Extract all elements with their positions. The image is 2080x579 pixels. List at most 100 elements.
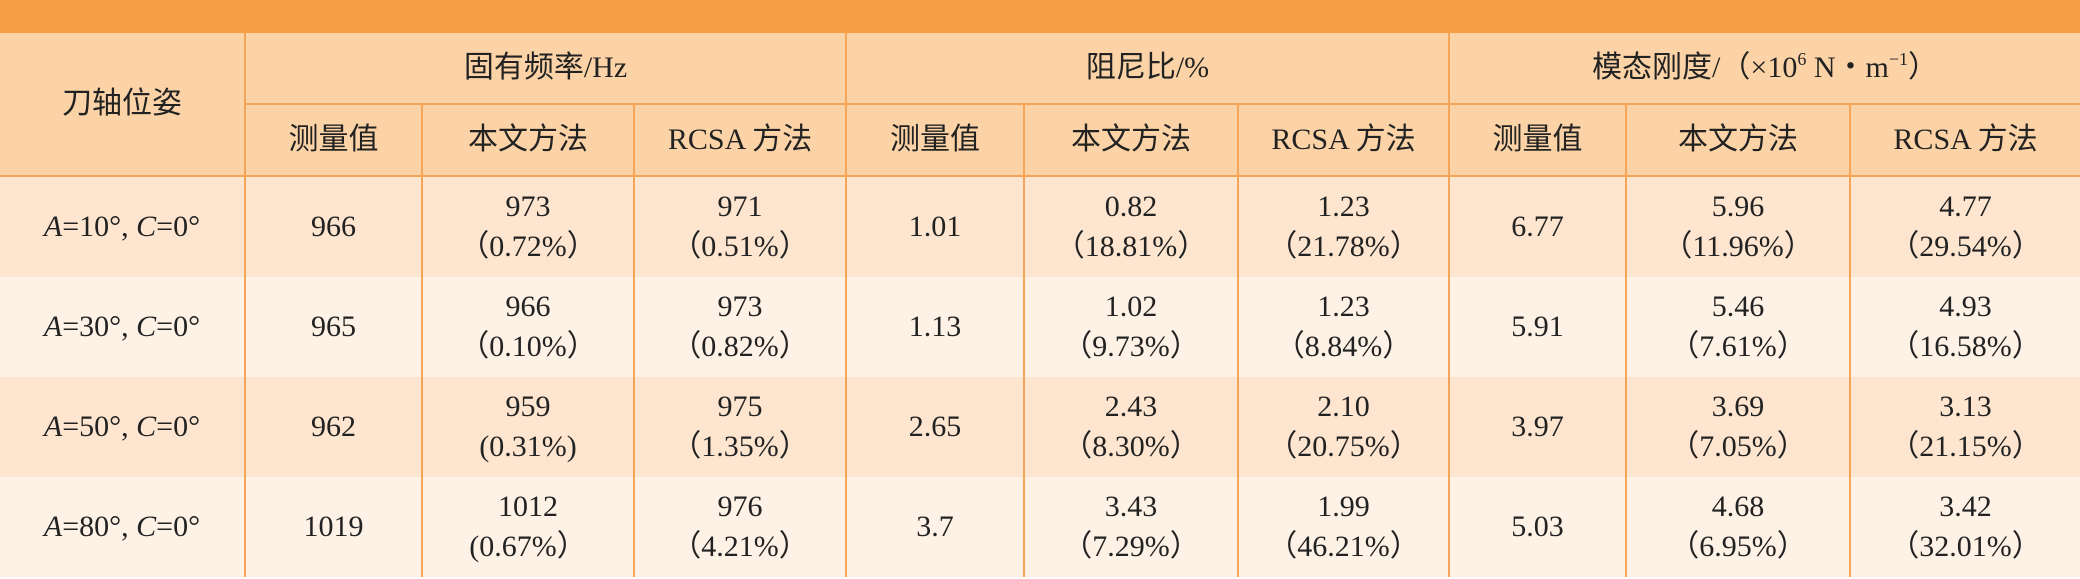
column-header: RCSA 方法: [1849, 104, 2080, 177]
label-part: =0°: [156, 210, 201, 243]
cell-value: 1.23: [1317, 190, 1370, 223]
data-cell: 1.13: [845, 277, 1025, 377]
superscript: 6: [1797, 49, 1807, 69]
label-part: A: [43, 510, 63, 543]
error-percent: (0.67%）: [469, 530, 587, 563]
cell-value: 3.43: [1104, 490, 1158, 523]
error-percent: （0.72%）: [459, 230, 597, 263]
error-percent: （8.84%）: [1274, 330, 1413, 363]
group-header: 阻尼比/%: [844, 33, 1451, 105]
column-header: RCSA 方法: [633, 104, 847, 177]
data-cell: 1.99 （46.21%）: [1236, 477, 1451, 577]
cell-value: 3.69: [1711, 390, 1765, 423]
label-part: C: [136, 210, 157, 243]
cell-value: 976: [717, 490, 763, 523]
data-row: A=30°, C=0° 965 966 （0.10%） 973 （0.82%） 1.13 1.…: [0, 277, 2080, 377]
data-cell: 975 （1.35%）: [633, 377, 847, 477]
data-cell: 959 (0.31%): [421, 377, 635, 477]
cell-value: 959: [505, 390, 551, 423]
label-part: C: [136, 310, 157, 343]
cell-value: 4.93: [1939, 290, 1992, 323]
header-text: ）: [1907, 51, 1938, 84]
row-label: A=30°, C=0°: [0, 277, 246, 377]
data-table: 刀轴位姿 固有频率/Hz 阻尼比/% 模态刚度/（×106 N・m−1） 测量值 本文方法…: [0, 33, 2080, 577]
label-part: =30°,: [62, 310, 137, 343]
cell-value: 2.10: [1317, 390, 1370, 423]
label-part: =0°: [156, 310, 201, 343]
cell-value: 5.46: [1711, 290, 1765, 323]
data-cell: 973 （0.82%）: [633, 277, 847, 377]
data-cell: 0.82 （18.81%）: [1023, 176, 1239, 277]
error-percent: （7.61%）: [1669, 330, 1807, 363]
data-row: A=50°, C=0° 962 959 (0.31%) 975 （1.35%） 2.65 2.…: [0, 377, 2080, 477]
data-cell: 3.69 （7.05%）: [1625, 377, 1852, 477]
cell-value: 3.7: [916, 510, 954, 543]
cell-value: 2.65: [908, 410, 962, 443]
error-percent: （9.73%）: [1062, 330, 1200, 363]
header-text: 固有频率/Hz: [463, 51, 628, 84]
cell-value: 1.13: [908, 310, 962, 343]
subheader-row: 测量值 本文方法 RCSA 方法 测量值 本文方法 RCSA 方法 测量值 本文方法 RCSA …: [0, 104, 2080, 177]
error-percent: （0.10%）: [459, 330, 597, 363]
label-part: =0°: [156, 510, 201, 543]
cell-value: 4.77: [1939, 190, 1992, 223]
data-cell: 2.43 （8.30%）: [1023, 377, 1239, 477]
label-part: C: [136, 510, 157, 543]
data-cell: 1012 (0.67%）: [421, 477, 635, 577]
error-percent: （21.78%）: [1267, 230, 1420, 263]
data-cell: 965: [244, 277, 423, 377]
data-cell: 973 （0.72%）: [421, 176, 635, 277]
cell-value: 966: [505, 290, 551, 323]
data-cell: 966 （0.10%）: [421, 277, 635, 377]
data-cell: 962: [244, 377, 423, 477]
data-row: A=80°, C=0° 1019 1012 (0.67%） 976 （4.21%） 3.7 3…: [0, 477, 2080, 577]
cell-value: 1.23: [1317, 290, 1370, 323]
data-cell: 966: [244, 176, 423, 277]
error-percent: （6.95%）: [1669, 530, 1807, 563]
data-cell: 3.97: [1448, 377, 1628, 477]
column-header: 测量值: [845, 104, 1025, 177]
superscript: −1: [1888, 49, 1908, 69]
label-part: =10°,: [62, 210, 137, 243]
header-text: 阻尼比/%: [1085, 51, 1210, 84]
group-header: 模态刚度/（×106 N・m−1）: [1448, 33, 2080, 105]
error-percent: （7.29%）: [1062, 530, 1200, 563]
error-percent: （1.35%）: [671, 430, 809, 463]
data-cell: 5.96 （11.96%）: [1625, 176, 1852, 277]
cell-value: 2.43: [1104, 390, 1158, 423]
error-percent: （21.15%）: [1889, 430, 2042, 463]
cell-value: 962: [311, 410, 356, 443]
error-percent: （7.05%）: [1669, 430, 1807, 463]
label-part: A: [43, 310, 63, 343]
header-row: 刀轴位姿 固有频率/Hz 阻尼比/% 模态刚度/（×106 N・m−1）: [0, 33, 2080, 177]
cell-value: 965: [311, 310, 356, 343]
cell-value: 966: [311, 210, 356, 243]
data-cell: 3.7: [845, 477, 1025, 577]
data-cell: 1.23 （8.84%）: [1236, 277, 1451, 377]
data-cell: 5.91: [1448, 277, 1628, 377]
cell-value: 975: [717, 390, 763, 423]
column-header: 测量值: [1448, 104, 1628, 177]
error-percent: （0.82%）: [671, 330, 809, 363]
data-cell: 5.03: [1448, 477, 1628, 577]
error-percent: （46.21%）: [1267, 530, 1420, 563]
data-cell: 1019: [244, 477, 423, 577]
cell-value: 3.97: [1511, 410, 1564, 443]
label-part: =0°: [156, 410, 201, 443]
data-cell: 971 （0.51%）: [633, 176, 847, 277]
cell-value: 3.42: [1939, 490, 1992, 523]
cell-value: 3.13: [1939, 390, 1992, 423]
group-header: 固有频率/Hz: [244, 33, 847, 105]
error-percent: (0.31%): [479, 430, 577, 463]
data-cell: 4.93 （16.58%）: [1849, 277, 2080, 377]
row-label: A=80°, C=0°: [0, 477, 246, 577]
label-part: =50°,: [62, 410, 137, 443]
cell-value: 973: [505, 190, 551, 223]
error-percent: （4.21%）: [671, 530, 809, 563]
data-cell: 2.10 （20.75%）: [1236, 377, 1451, 477]
cell-value: 0.82: [1104, 190, 1158, 223]
column-header: 本文方法: [421, 104, 635, 177]
error-percent: （29.54%）: [1889, 230, 2042, 263]
error-percent: （8.30%）: [1062, 430, 1200, 463]
